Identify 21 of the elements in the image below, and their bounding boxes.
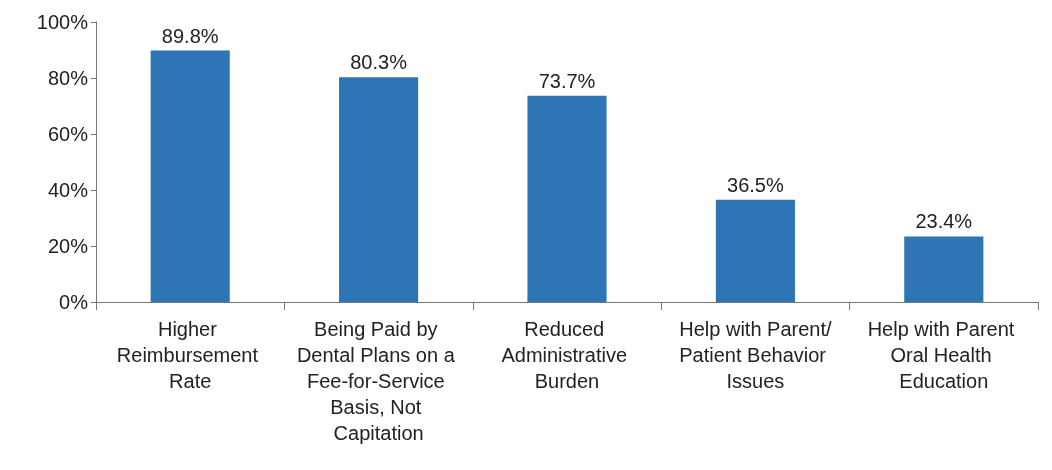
- x-tick-label: Higher Reimbursement Rate: [116, 318, 264, 392]
- bar: [339, 77, 419, 302]
- data-label: 36.5%: [727, 173, 784, 196]
- y-tick-label: 60%: [47, 123, 89, 145]
- y-tick-label: 20%: [47, 235, 89, 257]
- bar: [150, 50, 230, 302]
- bar: [715, 199, 795, 302]
- y-tick-label: 0%: [59, 291, 89, 313]
- bar: [904, 236, 984, 302]
- data-label: 73.7%: [538, 69, 596, 92]
- y-tick-label: 80%: [47, 67, 89, 89]
- data-label: 80.3%: [350, 51, 408, 74]
- x-tick-label: Help with Parent/Patient Behavior Issues: [679, 318, 832, 392]
- y-tick-label: 100%: [36, 11, 89, 33]
- x-tick-label: Help with Parent Oral Health Education: [867, 318, 1020, 392]
- data-label: 23.4%: [915, 210, 973, 233]
- x-tick-label: Being Paid by Dental Plans on a Fee-for-Service Basis, Not Capitation: [296, 318, 461, 444]
- y-tick-label: 40%: [47, 179, 89, 201]
- data-label: 89.8%: [161, 24, 219, 47]
- bar: [527, 95, 607, 302]
- x-tick-label: Reduced Administrative Burden: [501, 318, 633, 392]
